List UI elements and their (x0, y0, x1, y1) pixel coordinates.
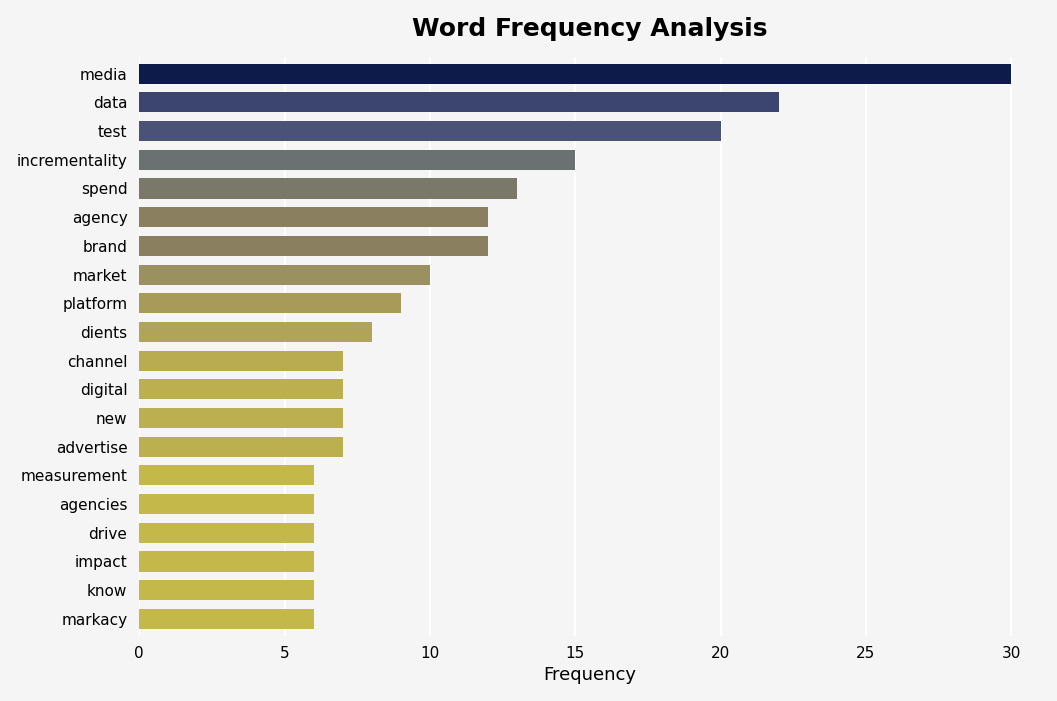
Bar (140, 437, 342, 457)
Bar (140, 179, 517, 198)
Bar (140, 379, 342, 400)
Bar (140, 408, 342, 428)
Bar (140, 350, 342, 371)
Bar (140, 322, 372, 342)
X-axis label: Frequency: Frequency (543, 667, 636, 684)
Bar (140, 580, 314, 600)
Bar (140, 293, 401, 313)
Bar (140, 264, 430, 285)
Bar (140, 608, 314, 629)
Bar (140, 523, 314, 543)
Bar (140, 150, 575, 170)
Bar (140, 93, 779, 112)
Bar (140, 121, 721, 141)
Bar (140, 465, 314, 485)
Bar (140, 207, 488, 227)
Bar (140, 64, 1012, 83)
Title: Word Frequency Analysis: Word Frequency Analysis (412, 17, 767, 41)
Bar (140, 494, 314, 514)
Bar (140, 236, 488, 256)
Bar (140, 552, 314, 571)
